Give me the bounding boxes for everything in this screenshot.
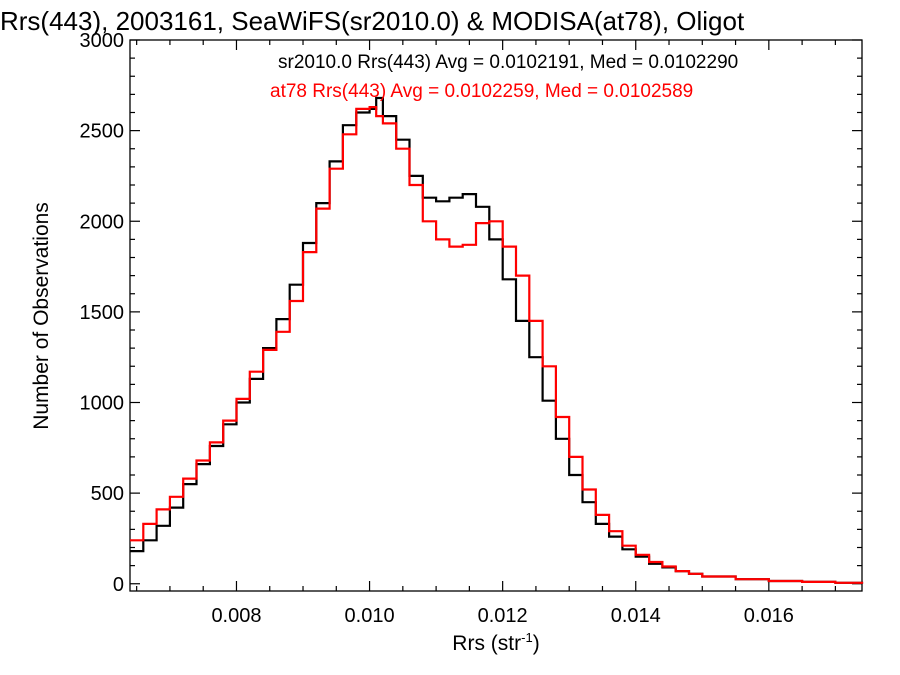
y-tick-label: 0 (113, 574, 124, 596)
y-axis-ticks: 0 500 1000 1500 2000 2500 3000 (80, 30, 862, 596)
x-tick-label: 0.016 (744, 605, 794, 627)
legend-stats-red: at78 Rrs(443) Avg = 0.0102259, Med = 0.0… (270, 81, 693, 102)
x-tick-label: 0.014 (611, 605, 661, 627)
plot-frame (129, 39, 863, 592)
legend-stats-black: sr2010.0 Rrs(443) Avg = 0.0102191, Med =… (278, 52, 738, 73)
y-tick-label: 3000 (80, 30, 125, 52)
x-tick-label: 0.012 (478, 605, 528, 627)
y-tick-label: 1000 (80, 393, 125, 415)
y-axis-label: Number of Observations (30, 202, 53, 430)
y-tick-label: 2500 (80, 121, 125, 143)
x-axis-label-superscript: -1 (521, 630, 533, 645)
series-red-line (130, 106, 864, 584)
x-axis-label-main: Rrs (str (452, 632, 521, 655)
x-axis-ticks: 0.008 0.010 0.012 0.014 0.016 (136, 40, 836, 627)
series-layer (130, 96, 864, 584)
y-tick-label: 2000 (80, 211, 125, 233)
chart-title: Rrs(443), 2003161, SeaWiFS(sr2010.0) & M… (0, 6, 745, 36)
y-tick-label: 1500 (80, 302, 125, 324)
x-axis-label: Rrs (str-1) (452, 630, 539, 655)
x-tick-label: 0.008 (211, 605, 261, 627)
x-axis-label-tail: ) (533, 632, 540, 655)
y-tick-label: 500 (91, 483, 124, 505)
x-tick-label: 0.010 (345, 605, 395, 627)
series-black-line (130, 96, 864, 584)
